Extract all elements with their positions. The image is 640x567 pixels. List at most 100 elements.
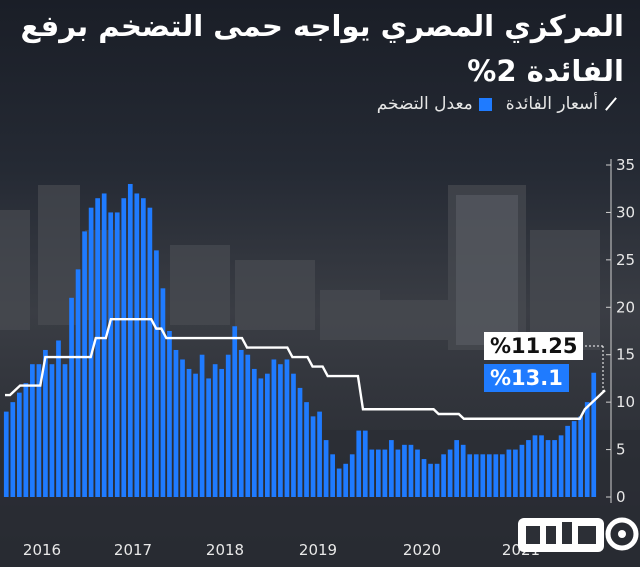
- inflation-bar: [101, 193, 107, 497]
- legend-item-interest: أسعار الفائدة: [506, 94, 618, 114]
- inflation-bar: [167, 331, 172, 497]
- inflation-bar: [212, 364, 218, 497]
- y-axis: 0 5 10 15 20 25 30 35: [606, 156, 635, 506]
- inflation-bar: [238, 349, 244, 497]
- inflation-bar: [558, 435, 564, 497]
- inflation-bar: [375, 449, 381, 497]
- x-tick-label: 2016: [23, 541, 61, 559]
- inflation-bar: [147, 207, 153, 497]
- inflation-bar: [284, 359, 290, 497]
- inflation-bar: [265, 373, 270, 497]
- legend-label-interest: أسعار الفائدة: [505, 94, 598, 114]
- inflation-bar: [304, 402, 309, 497]
- inflation-bar: [434, 463, 440, 497]
- inflation-bar: [56, 340, 61, 497]
- x-tick-label: 2019: [299, 541, 337, 559]
- inflation-bar: [526, 440, 531, 497]
- inflation-bar: [23, 383, 29, 497]
- inflation-bar: [127, 183, 133, 497]
- inflation-bar: [43, 349, 48, 497]
- inflation-bar: [389, 440, 394, 497]
- y-tick-label: 35: [616, 156, 635, 174]
- inflation-bar: [193, 373, 198, 497]
- inflation-bar: [408, 444, 414, 497]
- inflation-bar: [349, 454, 355, 497]
- x-tick-label: 2018: [206, 541, 244, 559]
- inflation-bar: [473, 454, 479, 497]
- x-tick-label: 2017: [114, 541, 152, 559]
- inflation-bar: [415, 449, 420, 497]
- inflation-bar: [532, 435, 538, 497]
- inflation-bar: [180, 359, 185, 497]
- inflation-bar: [519, 444, 525, 497]
- inflation-bar: [219, 368, 225, 497]
- inflation-bar: [134, 193, 140, 497]
- interest-rate-line: [5, 317, 606, 420]
- inflation-bar: [310, 416, 316, 497]
- inflation-bar: [251, 368, 257, 497]
- inflation-bar: [160, 288, 166, 497]
- y-tick-label: 30: [616, 203, 635, 221]
- inflation-bar: [565, 425, 570, 497]
- inflation-bar: [343, 463, 349, 497]
- inflation-bar: [278, 364, 283, 497]
- inflation-bar: [447, 449, 453, 497]
- inflation-bar: [154, 250, 159, 497]
- inflation-bar: [3, 411, 9, 497]
- legend-bar-icon: [478, 97, 492, 111]
- inflation-bar: [545, 440, 551, 497]
- inflation-bar: [271, 359, 277, 497]
- inflation-bar: [16, 392, 22, 497]
- legend-label-inflation: معدل التضخم: [376, 94, 473, 114]
- inflation-bar: [428, 463, 433, 497]
- inflation-bar: [245, 354, 251, 497]
- inflation-bar: [591, 372, 597, 497]
- inflation-bar: [486, 454, 492, 497]
- inflation-bar: [402, 444, 407, 497]
- inflation-bar: [10, 402, 16, 497]
- x-tick-label: 2020: [403, 541, 441, 559]
- inflation-bar: [199, 354, 205, 497]
- inflation-bar: [140, 198, 146, 497]
- inflation-bar: [584, 402, 590, 497]
- y-tick-label: 0: [616, 488, 626, 506]
- inflation-bar: [317, 411, 322, 497]
- inflation-bar: [30, 364, 35, 497]
- inflation-bar: [95, 198, 100, 497]
- inflation-bar: [36, 364, 42, 497]
- inflation-bar: [454, 440, 460, 497]
- inflation-bar: [291, 373, 296, 497]
- interest-rate-callout: %11.25: [484, 332, 584, 360]
- inflation-bar: [395, 449, 401, 497]
- inflation-bar: [114, 212, 120, 497]
- y-tick-label: 25: [616, 251, 635, 269]
- inflation-bar: [382, 449, 388, 497]
- inflation-bar: [121, 198, 127, 497]
- inflation-bar: [323, 440, 329, 497]
- inflation-bar: [578, 416, 584, 497]
- inflation-bar: [493, 454, 499, 497]
- inflation-rate-callout: %13.1: [484, 364, 569, 392]
- inflation-bar: [506, 449, 512, 497]
- inflation-bar: [539, 435, 544, 497]
- inflation-bar: [173, 349, 179, 497]
- inflation-bar: [206, 378, 211, 497]
- inflation-bar: [297, 387, 303, 497]
- inflation-bar: [460, 444, 466, 497]
- inflation-bar: [108, 212, 114, 497]
- inflation-bar: [330, 454, 335, 497]
- legend: أسعار الفائدة معدل التضخم: [377, 94, 618, 114]
- y-tick-label: 10: [616, 393, 635, 411]
- inflation-bar: [571, 421, 577, 497]
- y-tick-label: 5: [616, 441, 626, 459]
- inflation-bar: [467, 454, 473, 497]
- inflation-bar: [336, 468, 342, 497]
- inflation-bar: [186, 368, 192, 497]
- inflation-bar: [441, 454, 446, 497]
- inflation-bar: [356, 430, 362, 497]
- inflation-bar: [75, 269, 81, 497]
- inflation-bar: [69, 297, 74, 497]
- inflation-bar: [49, 364, 55, 497]
- inflation-bar: [232, 326, 238, 497]
